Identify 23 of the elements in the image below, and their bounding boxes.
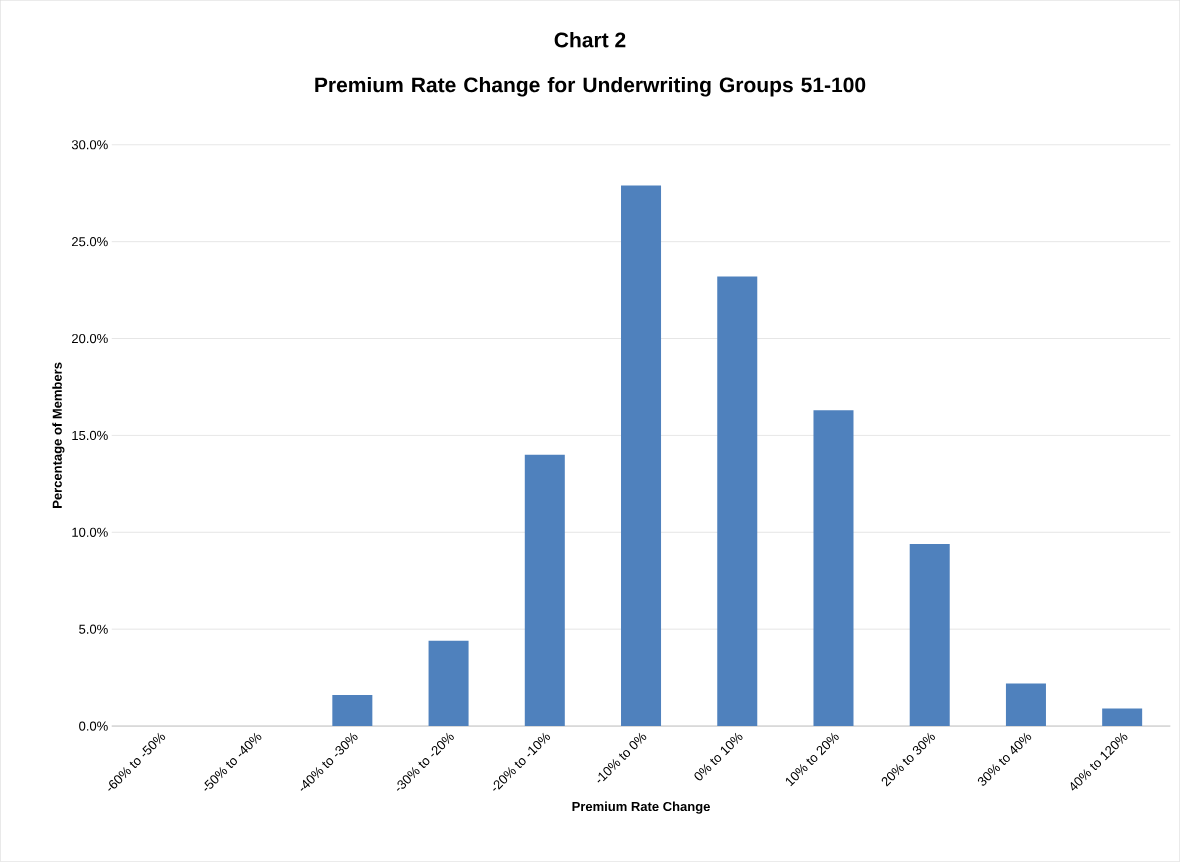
y-axis-title: Percentage of Members: [52, 362, 65, 508]
y-tick-label: 25.0%: [72, 237, 108, 247]
bar: [717, 276, 758, 727]
x-tick-label: 20% to 30%: [881, 732, 936, 787]
bar: [1102, 708, 1143, 727]
bar: [621, 185, 662, 727]
chart-title: Chart 2: [554, 32, 626, 48]
bar: [1005, 683, 1046, 727]
bar: [524, 454, 565, 727]
bar: [428, 640, 469, 727]
y-tick-label: 20.0%: [72, 334, 108, 344]
y-tick-label: 15.0%: [72, 430, 108, 441]
x-axis-title: Premium Rate Change: [572, 801, 710, 814]
y-tick-label: 30.0%: [71, 140, 108, 150]
y-tick-label: 5.0%: [79, 624, 108, 634]
chart-subtitle: Premium Rate Change for Underwriting Groups 51-100: [315, 76, 866, 97]
x-tick-label: 0% to 10%: [694, 732, 743, 781]
y-tick-label: 10.0%: [72, 527, 108, 537]
x-tick-label: 30% to 40%: [977, 732, 1032, 786]
y-tick-label: 0.0%: [79, 721, 108, 731]
bar: [332, 695, 373, 727]
bar: [813, 410, 854, 727]
bar: [909, 544, 950, 727]
